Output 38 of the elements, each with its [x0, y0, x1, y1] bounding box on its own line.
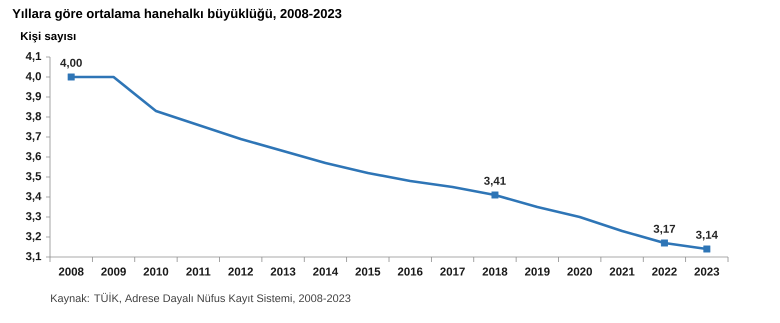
- x-tick-label: 2013: [270, 268, 296, 276]
- data-label: 3,41: [484, 176, 506, 186]
- chart-title: Yıllara göre ortalama hanehalkı büyüklüğü, 2008-2023: [12, 8, 342, 21]
- x-tick-label: 2023: [694, 268, 720, 276]
- y-tick-label: 3,7: [26, 132, 41, 142]
- y-tick-label: 4,0: [26, 72, 42, 82]
- x-tick-label: 2016: [398, 268, 423, 276]
- text: Kaynak: TÜİK, Adrese Dayalı Nüfus Kayıt Sistemi, 2008-2023: [51, 292, 350, 304]
- y-tick-label: 3,5: [26, 172, 42, 182]
- x-tick-label: 2008: [58, 268, 84, 276]
- x-tick-label: 2021: [610, 268, 634, 276]
- x-tick-label: 2022: [652, 268, 677, 276]
- point: [703, 246, 710, 252]
- y-tick-label: 4,1: [26, 52, 42, 62]
- x-tick-label: 2010: [144, 268, 168, 276]
- x-tick-label: 2011: [186, 268, 210, 276]
- y-tick-label: 3,9: [26, 92, 42, 102]
- x-tick-label: 2014: [313, 268, 338, 276]
- point: [660, 240, 668, 246]
- x-tick-label: 2015: [355, 268, 380, 276]
- x-tick-label: 2017: [440, 268, 465, 276]
- point: [68, 74, 75, 80]
- y-tick-label: 3,1: [26, 252, 42, 262]
- x-tick-label: 2020: [567, 268, 592, 276]
- data-label: 3,17: [654, 224, 676, 234]
- data-label: 4,00: [60, 58, 82, 68]
- y-tick-label: 3,4: [26, 192, 42, 202]
- y-tick-label: 3,6: [26, 152, 42, 162]
- y-tick-label: 3,8: [26, 112, 42, 122]
- point: [491, 192, 498, 198]
- y-tick-label: 3,2: [26, 232, 42, 242]
- x-tick-label: 2012: [228, 268, 253, 276]
- x-tick-label: 2018: [482, 268, 508, 276]
- x-tick-label: 2019: [524, 268, 550, 276]
- y-axis-title: Kişi sayısı: [20, 32, 76, 42]
- data-label: 3,14: [696, 230, 718, 240]
- x-tick-label: 2009: [101, 268, 126, 276]
- y-tick-label: 3,3: [26, 212, 42, 222]
